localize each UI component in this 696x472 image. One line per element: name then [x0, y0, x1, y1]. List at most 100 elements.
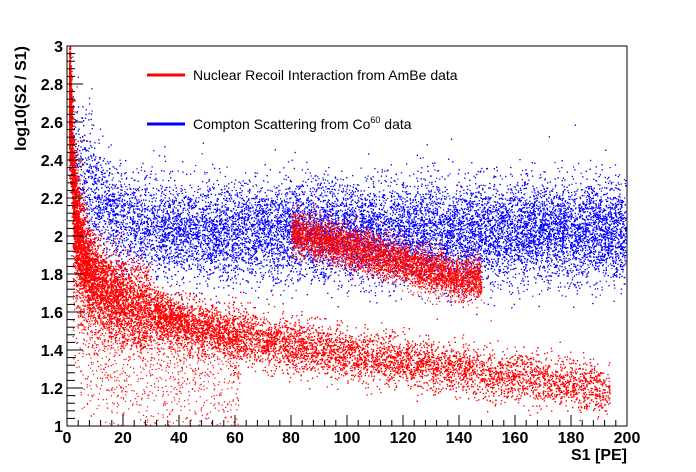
- data-point: [211, 212, 212, 213]
- data-point: [525, 216, 526, 217]
- data-point: [257, 264, 258, 265]
- data-point: [512, 242, 513, 243]
- data-point: [223, 235, 224, 236]
- data-point: [462, 250, 463, 251]
- data-point: [197, 214, 198, 215]
- data-point: [185, 210, 186, 211]
- data-point: [103, 173, 104, 174]
- data-point: [621, 227, 622, 228]
- data-point: [248, 262, 249, 263]
- data-point: [177, 248, 178, 249]
- data-point: [172, 279, 173, 280]
- data-point: [460, 267, 461, 268]
- data-point: [227, 219, 228, 220]
- data-point: [393, 231, 394, 232]
- data-point: [162, 180, 163, 181]
- data-point: [540, 196, 541, 197]
- data-point: [472, 206, 473, 207]
- data-point: [524, 228, 525, 229]
- data-point: [457, 236, 458, 237]
- data-point: [275, 225, 276, 226]
- data-point: [392, 284, 393, 285]
- data-point: [368, 187, 369, 188]
- data-point: [324, 191, 325, 192]
- data-point: [443, 228, 444, 229]
- data-point: [422, 213, 423, 214]
- data-point: [406, 193, 407, 194]
- data-point: [155, 174, 156, 175]
- data-point: [386, 171, 387, 172]
- data-point: [587, 211, 588, 212]
- data-point: [218, 266, 219, 267]
- data-point: [83, 171, 84, 172]
- data-point: [209, 235, 210, 236]
- data-point: [525, 276, 526, 277]
- data-point: [555, 162, 556, 163]
- data-point: [114, 188, 115, 189]
- data-point: [175, 185, 176, 186]
- data-point: [552, 213, 553, 214]
- data-point: [225, 247, 226, 248]
- data-point: [568, 260, 569, 261]
- data-point: [147, 215, 148, 216]
- data-point: [379, 284, 380, 285]
- data-point: [85, 158, 86, 159]
- data-point: [76, 163, 77, 164]
- data-point: [355, 191, 356, 192]
- data-point: [124, 240, 125, 241]
- data-point: [329, 206, 330, 207]
- data-point: [322, 177, 323, 178]
- data-point: [406, 217, 407, 218]
- data-point: [114, 250, 115, 251]
- data-point: [515, 187, 516, 188]
- data-point: [260, 263, 261, 264]
- data-point: [176, 191, 177, 192]
- data-point: [118, 180, 119, 181]
- data-point: [498, 284, 499, 285]
- data-point: [179, 224, 180, 225]
- data-point: [224, 195, 225, 196]
- data-point: [279, 190, 280, 191]
- data-point: [149, 253, 150, 254]
- data-point: [521, 269, 522, 270]
- data-point: [246, 183, 247, 184]
- data-point: [268, 226, 269, 227]
- data-point: [571, 192, 572, 193]
- data-point: [283, 266, 284, 267]
- data-point: [91, 178, 92, 179]
- data-point: [387, 210, 388, 211]
- data-point: [435, 181, 436, 182]
- data-point: [542, 201, 543, 202]
- data-point: [602, 201, 603, 202]
- data-point: [368, 279, 369, 280]
- data-point: [598, 206, 599, 207]
- data-point: [542, 253, 543, 254]
- data-point: [198, 186, 199, 187]
- data-point: [551, 199, 552, 200]
- data-point: [163, 215, 164, 216]
- data-point: [555, 240, 556, 241]
- data-point: [290, 180, 291, 181]
- data-point: [227, 167, 228, 168]
- data-point: [129, 203, 130, 204]
- data-point: [274, 186, 275, 187]
- data-point: [480, 225, 481, 226]
- data-point: [615, 203, 616, 204]
- data-point: [140, 267, 141, 268]
- data-point: [402, 277, 403, 278]
- data-point: [413, 213, 414, 214]
- data-point: [210, 256, 211, 257]
- data-point: [463, 193, 464, 194]
- data-point: [94, 214, 95, 215]
- data-point: [318, 183, 319, 184]
- data-point: [475, 228, 476, 229]
- data-point: [526, 221, 527, 222]
- data-point: [523, 291, 524, 292]
- data-point: [422, 207, 423, 208]
- data-point: [526, 199, 527, 200]
- data-point: [532, 261, 533, 262]
- data-point: [267, 231, 268, 232]
- data-point: [456, 223, 457, 224]
- data-point: [620, 204, 621, 205]
- data-point: [544, 194, 545, 195]
